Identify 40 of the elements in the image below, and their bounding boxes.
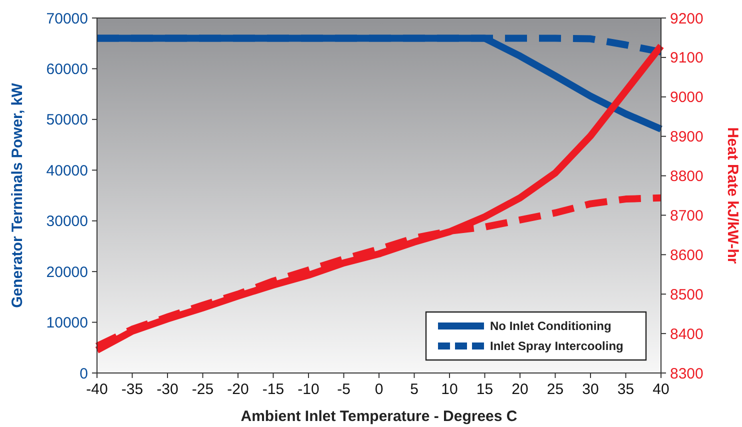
- x-tick-label: 5: [410, 381, 418, 398]
- x-tick-label: 25: [546, 381, 564, 398]
- x-tick-label: 15: [476, 381, 494, 398]
- y-tick-label: 20000: [46, 264, 88, 281]
- x-tick-label: 35: [617, 381, 634, 398]
- y2-tick-label: 8900: [670, 128, 704, 146]
- y-tick-label: 30000: [46, 213, 88, 230]
- x-tick-label: -15: [262, 381, 284, 398]
- y-tick-label: 60000: [46, 60, 88, 78]
- y2-tick-label: 8300: [670, 365, 704, 382]
- x-tick-label: -5: [337, 381, 350, 398]
- x-tick-label: -10: [298, 381, 320, 398]
- y2-tick-label: 8600: [670, 246, 704, 264]
- y-tick-label: 0: [80, 365, 88, 382]
- y-tick-label: 40000: [46, 162, 88, 180]
- x-tick-label: -35: [121, 381, 144, 398]
- y2-tick-label: 8400: [670, 326, 704, 343]
- x-tick-label: 20: [512, 381, 528, 398]
- y-tick-label: 70000: [46, 10, 88, 28]
- x-tick-label: 0: [374, 381, 384, 398]
- y2-tick-label: 9100: [670, 50, 704, 67]
- y2-tick-label: 8800: [670, 168, 704, 186]
- y2-tick-label: 9200: [670, 10, 704, 28]
- x-axis-title: Ambient Inlet Temperature - Degrees C: [240, 408, 518, 425]
- y-axis-title: Generator Terminals Power, kW: [9, 82, 26, 308]
- y2-tick-label: 8500: [670, 286, 704, 304]
- x-tick-label: 10: [441, 381, 458, 398]
- y2-tick-label: 9000: [670, 89, 704, 106]
- x-tick-label: 30: [582, 381, 599, 398]
- y-tick-label: 10000: [46, 314, 88, 332]
- y-tick-label: 50000: [46, 112, 88, 129]
- x-tick-label: -20: [227, 381, 249, 398]
- x-tick-label: 40: [652, 381, 670, 398]
- y2-axis-title: Heat Rate kJ/kW-hr: [724, 127, 741, 264]
- x-tick-label: -30: [156, 381, 178, 398]
- x-tick-label: -40: [86, 381, 108, 398]
- legend-label: Inlet Spray Intercooling: [490, 339, 624, 354]
- legend-label: No Inlet Conditioning: [490, 319, 612, 334]
- x-tick-label: -25: [192, 381, 214, 398]
- y2-tick-label: 8700: [670, 207, 704, 224]
